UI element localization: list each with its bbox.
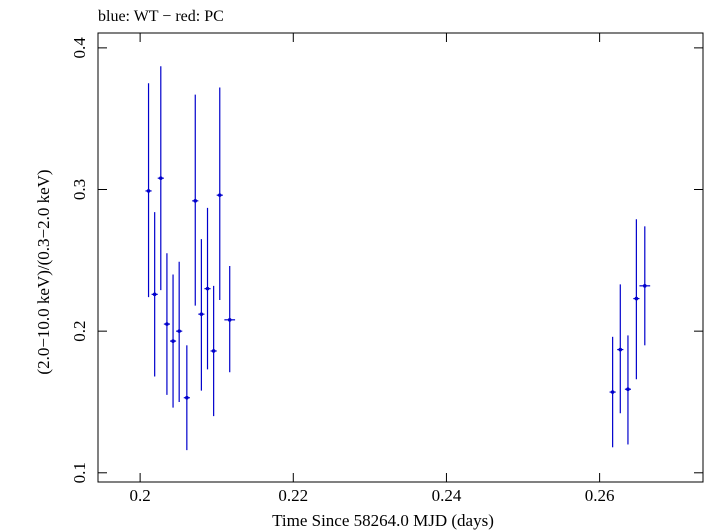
data-point: [163, 253, 170, 395]
point-marker: [185, 395, 189, 400]
plot-frame: [97, 32, 704, 483]
x-tick-label: 0.2: [129, 486, 150, 505]
data-point: [183, 345, 190, 451]
data-point: [624, 335, 632, 445]
point-marker: [165, 322, 169, 326]
data-point: [151, 212, 158, 377]
point-marker: [193, 199, 198, 203]
x-tick-label: 0.26: [585, 486, 615, 505]
point-marker: [152, 292, 157, 297]
point-marker: [211, 349, 216, 353]
data-point: [633, 219, 640, 380]
x-tick-label: 0.22: [278, 486, 308, 505]
data-point: [609, 336, 616, 448]
data-point: [198, 239, 205, 391]
y-tick-label: 0.4: [70, 37, 89, 59]
point-marker: [177, 329, 181, 333]
y-axis-title: (2.0−10.0 keV)/(0.3−2.0 keV): [34, 169, 53, 374]
data-points: [145, 66, 651, 451]
chart-title: blue: WT − red: PC: [98, 8, 224, 25]
data-point: [639, 226, 651, 346]
y-tick-label: 0.2: [70, 321, 89, 342]
point-marker: [199, 312, 204, 316]
point-marker: [227, 318, 232, 322]
data-point: [210, 285, 217, 417]
axis-ticks: 0.2 0.22 0.24 0.26 0.1 0.2 0.3 0.4: [70, 33, 703, 505]
data-point: [224, 265, 236, 373]
point-marker: [205, 286, 210, 291]
point-marker: [634, 296, 639, 301]
data-point: [216, 87, 223, 300]
point-marker: [610, 390, 615, 394]
y-tick-label: 0.3: [70, 179, 89, 200]
y-tick-label: 0.1: [70, 462, 89, 483]
point-marker: [158, 176, 163, 180]
point-marker: [626, 387, 630, 392]
point-marker: [618, 347, 623, 352]
data-point: [157, 66, 164, 291]
point-marker: [146, 189, 151, 193]
point-marker: [217, 193, 222, 197]
data-point: [169, 274, 177, 408]
x-axis-title: Time Since 58264.0 MJD (days): [272, 511, 494, 530]
point-marker: [642, 284, 647, 288]
x-tick-label: 0.24: [432, 486, 462, 505]
point-marker: [171, 339, 175, 343]
data-point: [145, 83, 152, 298]
data-point: [176, 261, 183, 402]
data-point: [192, 94, 199, 306]
data-point: [204, 207, 211, 370]
data-point: [617, 284, 624, 414]
